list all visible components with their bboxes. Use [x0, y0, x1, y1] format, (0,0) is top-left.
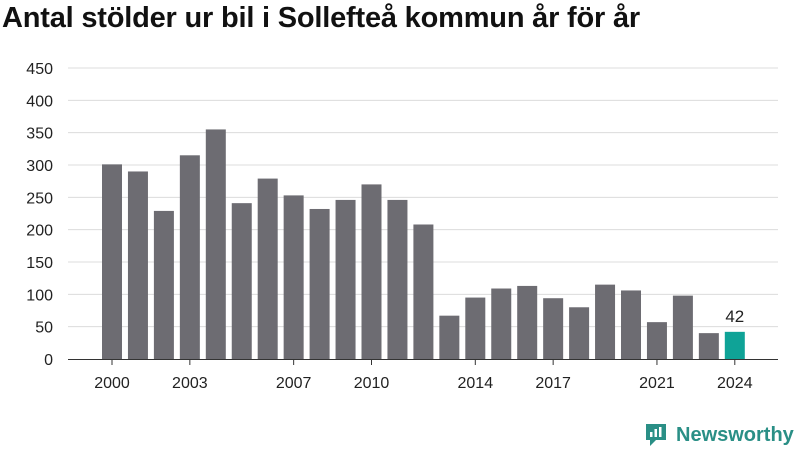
bar-2015 [491, 288, 512, 359]
bar-2003 [179, 155, 200, 359]
x-tick-label: 2021 [639, 375, 675, 392]
bar-2000 [102, 164, 122, 359]
bar-2020 [621, 290, 641, 359]
x-tick-label: 2014 [458, 375, 494, 392]
bar-2014 [465, 297, 486, 359]
bar-chart: 0 50 100 150 200 250 300 350 400 450 2000 2003 2007 2… [26, 61, 778, 392]
x-tick-label: 2000 [94, 375, 130, 392]
bar-2013 [439, 315, 460, 359]
bar-2022 [672, 295, 693, 359]
y-tick-label: 0 [44, 352, 53, 369]
bar-2011 [387, 199, 408, 359]
brand-name: Newsworthy [676, 423, 794, 446]
bar-2019 [595, 284, 616, 359]
y-tick-label: 100 [26, 287, 53, 304]
bar-2010 [361, 184, 382, 359]
chart-title: Antal stölder ur bil i Sollefteå kommun … [2, 2, 640, 34]
bar-2006 [257, 178, 278, 359]
bar-2024 [724, 331, 745, 359]
y-tick-label: 250 [26, 190, 53, 207]
data-label: 42 [725, 307, 744, 326]
y-tick-label: 200 [26, 223, 53, 240]
bar-2023 [698, 333, 719, 359]
bar-2016 [517, 285, 538, 359]
newsworthy-logo: Newsworthy [644, 420, 794, 450]
bar-2009 [335, 199, 356, 359]
y-tick-label: 50 [35, 320, 53, 337]
y-tick-label: 300 [26, 158, 53, 175]
x-tick-label: 2007 [276, 375, 312, 392]
bar-2012 [413, 224, 434, 359]
bar-2021 [646, 322, 667, 359]
x-tick-label: 2010 [354, 375, 390, 392]
bar-2007 [283, 195, 304, 359]
y-tick-label: 450 [26, 61, 53, 78]
bar-2017 [543, 298, 564, 359]
bar-2001 [127, 171, 148, 359]
newsworthy-logo-icon [646, 424, 666, 446]
bar-2004 [205, 129, 226, 359]
x-tick-label: 2017 [535, 375, 571, 392]
x-tick-label: 2003 [172, 375, 208, 392]
bar-2002 [153, 210, 174, 359]
bar-2008 [309, 208, 330, 359]
y-tick-label: 400 [26, 93, 53, 110]
y-tick-label: 350 [26, 126, 53, 143]
x-tick-label: 2024 [717, 375, 753, 392]
y-tick-label: 150 [26, 255, 53, 272]
bar-2005 [231, 203, 252, 359]
bar-2018 [569, 307, 590, 359]
